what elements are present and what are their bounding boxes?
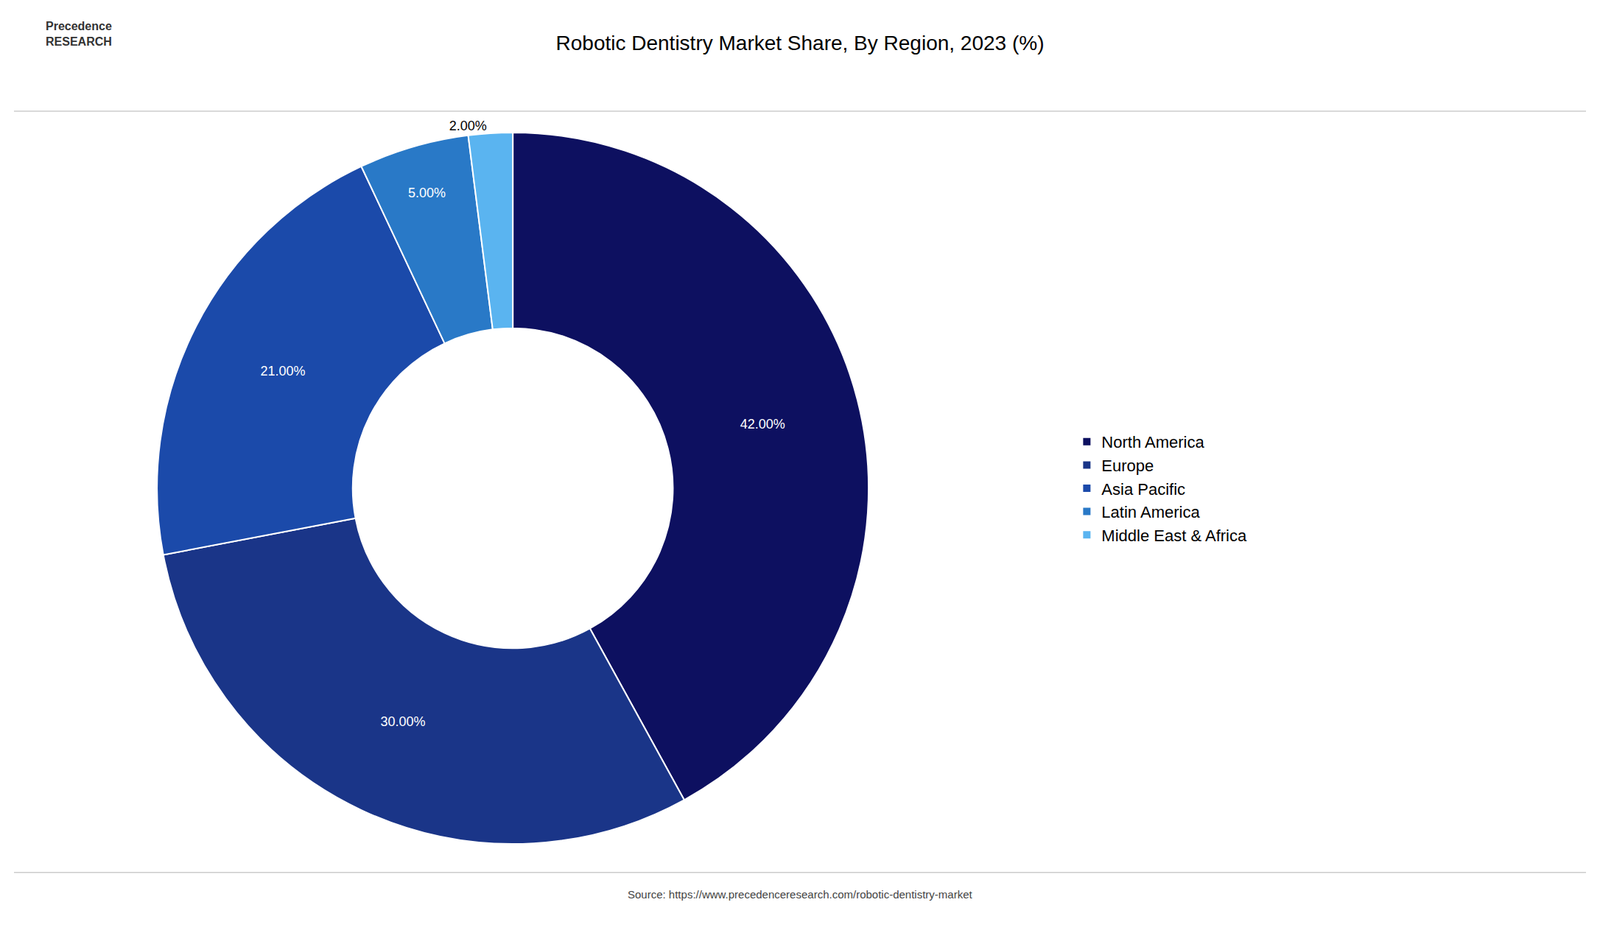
svg-text:Latin America: Latin America xyxy=(1101,503,1200,522)
svg-text:Asia Pacific: Asia Pacific xyxy=(1101,480,1186,499)
svg-text:Source: https://www.precedence: Source: https://www.precedenceresearch.c… xyxy=(627,888,974,901)
svg-text:2.00%: 2.00% xyxy=(449,118,487,134)
svg-text:Robotic Dentistry Market Share: Robotic Dentistry Market Share, By Regio… xyxy=(556,31,1045,55)
svg-text:21.00%: 21.00% xyxy=(260,363,306,379)
svg-text:5.00%: 5.00% xyxy=(408,185,446,201)
svg-text:North America: North America xyxy=(1101,433,1205,452)
svg-text:Europe: Europe xyxy=(1101,456,1154,476)
svg-text:30.00%: 30.00% xyxy=(380,714,426,730)
svg-text:PrecedenceRESEARCH: PrecedenceRESEARCH xyxy=(45,19,112,48)
svg-text:42.00%: 42.00% xyxy=(740,416,786,432)
svg-text:Middle East & Africa: Middle East & Africa xyxy=(1101,526,1248,546)
